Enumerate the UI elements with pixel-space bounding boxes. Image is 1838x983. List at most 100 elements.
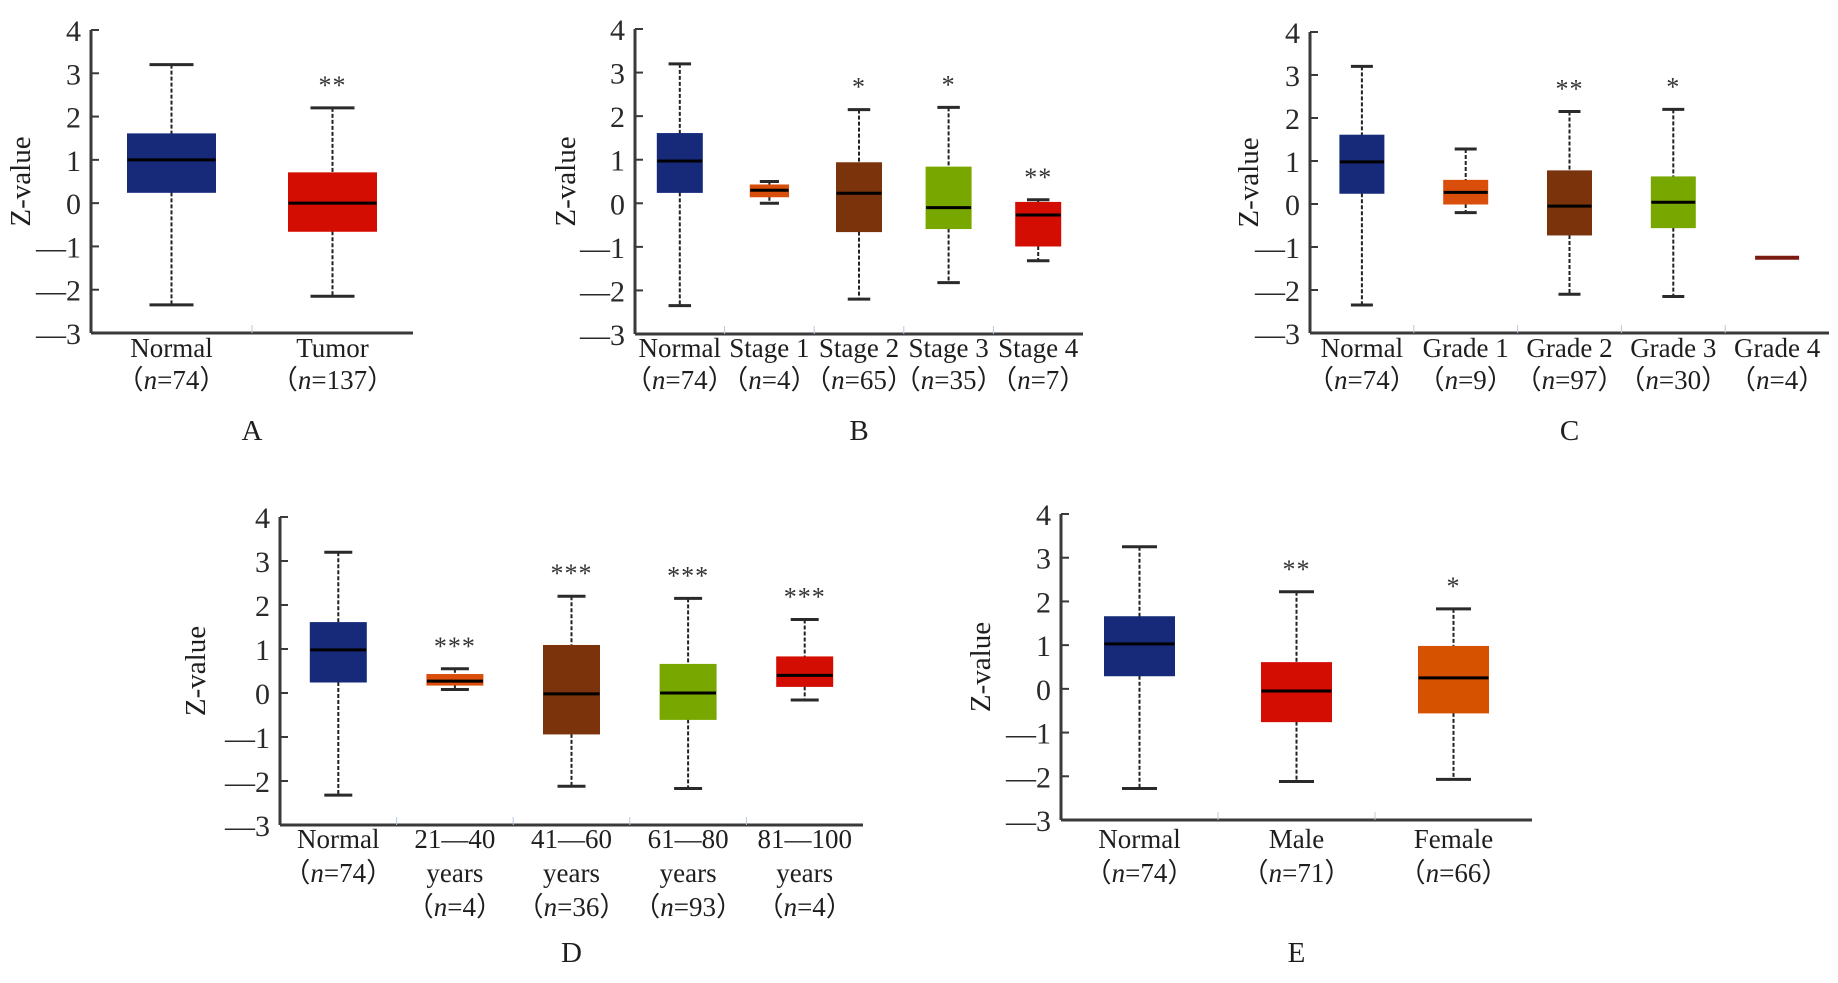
y-tick-label: —1 (579, 232, 625, 265)
y-tick-label: 2 (1036, 586, 1051, 619)
y-tick-label: —3 (1005, 805, 1051, 838)
y-tick-label: —2 (1254, 275, 1300, 308)
y-tick-label: 1 (1036, 630, 1051, 663)
box-normal: Normal （n=74） (283, 550, 393, 888)
panel-a: 43210—1—2—3Z-valueNormal（n=74）**Tumor（n=… (5, 15, 413, 447)
significance-marker: *** (784, 583, 826, 612)
y-tick-label: 0 (1036, 674, 1051, 707)
y-axis-label: Z-value (1233, 137, 1265, 227)
panel-d: 4 3 2 1 0 —1 —2 —3 Z-value Normal （n=74） *** 21—40 ye… (180, 502, 863, 969)
category-label: 81—100 (757, 824, 852, 854)
sample-size-label: （n=66） (1399, 858, 1509, 888)
y-tick-label: 1 (255, 634, 270, 667)
y-tick-label: 0 (66, 188, 81, 221)
panel-letter: A (242, 415, 263, 447)
box-grade-4: Grade 4（n=4） (1729, 255, 1825, 395)
category-label: Normal (297, 824, 379, 854)
y-tick-label: 4 (610, 14, 625, 47)
sample-size-label: （n=74） (625, 365, 735, 395)
significance-marker: ** (1283, 555, 1311, 584)
box-female: * Female （n=66） (1399, 572, 1509, 888)
y-tick-label: 2 (1285, 103, 1300, 136)
sample-size-label: （n=71） (1242, 858, 1352, 888)
category-label: Female (1414, 824, 1493, 854)
iqr-box (127, 133, 216, 193)
y-axis-label: Z-value (965, 622, 997, 712)
box-grade-3: * Grade 3（n=30） (1618, 72, 1728, 395)
box-tumor: ** Tumor（n=137） (271, 71, 394, 395)
box-normal: Normal（n=74） (117, 63, 226, 395)
box-normal: Normal（n=74） (1307, 64, 1417, 395)
y-tick-label: —3 (224, 810, 270, 843)
significance-marker: ** (1556, 75, 1584, 104)
sample-size-label: （n=36） (517, 892, 627, 922)
category-label-line2: years (543, 858, 600, 888)
sample-size-label: （n=9） (1418, 365, 1514, 395)
significance-marker: ** (319, 71, 347, 100)
y-tick-label: 4 (1285, 17, 1300, 50)
category-label: 21—40 (414, 824, 495, 854)
box-stage-4: ** Stage 4（n=7） (990, 163, 1086, 395)
box-stage-3: * Stage 3（n=35） (894, 70, 1004, 395)
panel-letter: D (561, 937, 582, 969)
sample-size-label: （n=4） (721, 365, 817, 395)
sample-size-label: （n=137） (271, 365, 394, 395)
iqr-box (1104, 616, 1175, 677)
sample-size-label: （n=74） (1307, 365, 1417, 395)
category-label-line2: years (776, 858, 833, 888)
category-label: Grade 3 (1630, 333, 1716, 363)
category-label: Normal (1098, 824, 1180, 854)
sample-size-label: （n=4） (1729, 365, 1825, 395)
y-tick-label: —1 (224, 722, 270, 755)
category-label-line2: years (426, 858, 483, 888)
y-tick-label: —2 (35, 275, 81, 308)
category-label: Stage 1 (729, 333, 809, 363)
box-21-40: *** 21—40 years （n=4） (407, 632, 503, 922)
category-label: Tumor (296, 333, 369, 363)
significance-marker: * (1447, 572, 1461, 601)
y-tick-label: —2 (579, 275, 625, 308)
significance-marker: *** (434, 632, 476, 661)
sample-size-label: （n=4） (757, 892, 853, 922)
category-label: Stage 4 (998, 333, 1079, 363)
category-label: Stage 2 (819, 333, 899, 363)
sample-size-label: （n=74） (1085, 858, 1195, 888)
y-tick-label: 3 (66, 58, 81, 91)
iqr-box (1547, 170, 1592, 236)
iqr-box (836, 162, 882, 233)
y-tick-label: —3 (579, 319, 625, 352)
y-tick-label: 1 (610, 145, 625, 178)
box-stage-2: * Stage 2（n=65） (804, 73, 914, 395)
box-61-80: *** 61—80 years （n=93） (633, 561, 743, 922)
significance-marker: *** (551, 559, 593, 588)
iqr-box (656, 133, 703, 193)
significance-marker: *** (667, 561, 709, 590)
y-tick-label: 1 (1285, 146, 1300, 179)
y-tick-label: 0 (1285, 189, 1300, 222)
panel-e: 4 3 2 1 0 —1 —2 —3 Z-value Normal （n=74） ** Male （n=7… (965, 499, 1532, 969)
y-tick-label: 2 (255, 590, 270, 623)
sample-size-label: （n=7） (990, 365, 1086, 395)
y-axis-label: Z-value (5, 136, 37, 226)
y-axis-label: Z-value (180, 626, 212, 716)
panel-letter: E (1288, 937, 1306, 969)
sample-size-label: （n=74） (283, 858, 393, 888)
sample-size-label: （n=93） (633, 892, 743, 922)
y-axis-label: Z-value (550, 136, 582, 226)
box-81-100: *** 81—100 years （n=4） (757, 583, 853, 922)
category-label: Grade 2 (1526, 333, 1612, 363)
significance-marker: * (942, 70, 956, 99)
y-tick-label: —2 (224, 766, 270, 799)
y-tick-label: —2 (1005, 761, 1051, 794)
iqr-box (925, 166, 972, 230)
box-stage-1: Stage 1（n=4） (721, 180, 818, 395)
significance-marker: * (852, 73, 866, 102)
y-tick-label: 3 (1285, 60, 1300, 93)
category-label: Grade 4 (1734, 333, 1821, 363)
box-male: ** Male （n=71） (1242, 555, 1352, 888)
y-tick-label: 2 (610, 101, 625, 134)
iqr-box (309, 622, 367, 683)
